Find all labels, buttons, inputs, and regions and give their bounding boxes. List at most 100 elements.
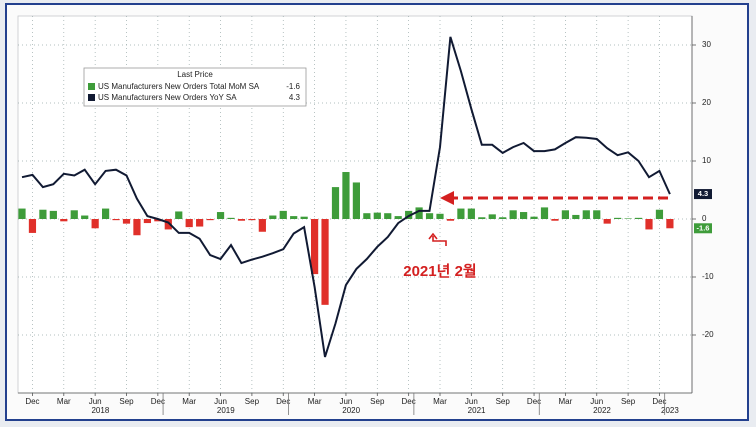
bar (394, 216, 402, 219)
bar (185, 219, 193, 228)
x-tick-label: Mar (57, 397, 71, 406)
last-value-badge (694, 189, 712, 200)
bar (39, 209, 47, 219)
bar (363, 213, 371, 219)
bar (509, 210, 517, 219)
legend-value: -1.6 (286, 82, 300, 91)
line (21, 36, 671, 358)
x-tick-label: Jun (214, 397, 227, 406)
bar (603, 219, 611, 224)
bar (248, 219, 256, 221)
bar (216, 212, 225, 219)
x-tick-label: Dec (652, 397, 666, 406)
x-tick-label: Dec (402, 397, 416, 406)
bar (60, 219, 68, 222)
bar (446, 219, 455, 221)
bar (290, 216, 298, 219)
x-tick-label: Jun (590, 397, 603, 406)
bar (300, 216, 308, 219)
bar (540, 207, 549, 219)
x-tick-label: Mar (559, 397, 573, 406)
y-tick-label: -10 (702, 272, 714, 281)
bar (269, 215, 277, 219)
bar (258, 219, 266, 232)
bar (425, 213, 434, 219)
bar (593, 210, 601, 219)
annotation-arrowhead (440, 191, 454, 205)
bar (405, 210, 413, 219)
bar (175, 211, 183, 219)
bar (436, 213, 444, 219)
bar (352, 182, 360, 219)
legend-swatch (88, 83, 95, 90)
bar (122, 219, 131, 224)
x-tick-label: Dec (276, 397, 290, 406)
bar (237, 219, 246, 221)
bar (655, 209, 664, 219)
bar (551, 219, 559, 221)
bar (311, 219, 319, 275)
bar (645, 219, 653, 230)
x-tick-label: Dec (527, 397, 541, 406)
bar (102, 208, 110, 219)
legend-label: US Manufacturers New Orders YoY SA (98, 93, 237, 102)
bar (28, 219, 37, 233)
bar (133, 219, 141, 236)
x-tick-label: Sep (496, 397, 511, 406)
bar (342, 172, 350, 219)
bar (634, 217, 643, 219)
annotation: 2021년 2월 (403, 191, 668, 280)
bar (614, 217, 622, 219)
last-value-label: -1.6 (697, 223, 710, 232)
bar (572, 214, 580, 219)
x-tick-label: Mar (182, 397, 196, 406)
x-tick-label: Dec (25, 397, 39, 406)
bar (143, 219, 151, 224)
bar (227, 217, 235, 219)
bar (478, 217, 486, 219)
x-year-label: 2018 (91, 406, 109, 415)
legend-title: Last Price (177, 70, 213, 79)
bar (49, 210, 57, 219)
x-tick-label: Jun (465, 397, 478, 406)
y-tick-label: -20 (702, 330, 714, 339)
bar (164, 219, 172, 230)
x-tick-label: Jun (339, 397, 352, 406)
bar (279, 210, 287, 219)
last-value-label: 4.3 (698, 189, 708, 198)
last-value-badge (694, 223, 712, 234)
y-tick-label: 30 (702, 40, 711, 49)
x-tick-label: Dec (151, 397, 165, 406)
bar (384, 213, 392, 219)
x-tick-label: Mar (308, 397, 322, 406)
x-tick-label: Sep (245, 397, 260, 406)
bar (624, 218, 632, 219)
x-year-label: 2023 (661, 406, 679, 415)
x-tick-label: Sep (119, 397, 134, 406)
x-year-label: 2020 (342, 406, 360, 415)
bar (520, 212, 528, 219)
bar (81, 215, 89, 219)
x-year-label: 2021 (468, 406, 486, 415)
bar (666, 219, 674, 229)
x-tick-label: Sep (621, 397, 636, 406)
bar (530, 216, 538, 219)
legend-box (83, 67, 307, 107)
bar (457, 208, 465, 219)
bar (561, 210, 569, 219)
bar (467, 208, 475, 219)
x-year-label: 2022 (593, 406, 611, 415)
y-tick-label: 10 (702, 156, 711, 165)
bar (18, 208, 26, 219)
x-tick-label: Sep (370, 397, 385, 406)
bar (70, 210, 78, 219)
bar (488, 214, 496, 219)
bar (499, 217, 507, 219)
bar (154, 219, 162, 222)
bar (206, 219, 214, 221)
y-tick-label: 0 (702, 214, 707, 223)
bar (415, 207, 423, 219)
bar (112, 219, 120, 221)
bar (321, 219, 329, 305)
x-tick-label: Jun (89, 397, 102, 406)
